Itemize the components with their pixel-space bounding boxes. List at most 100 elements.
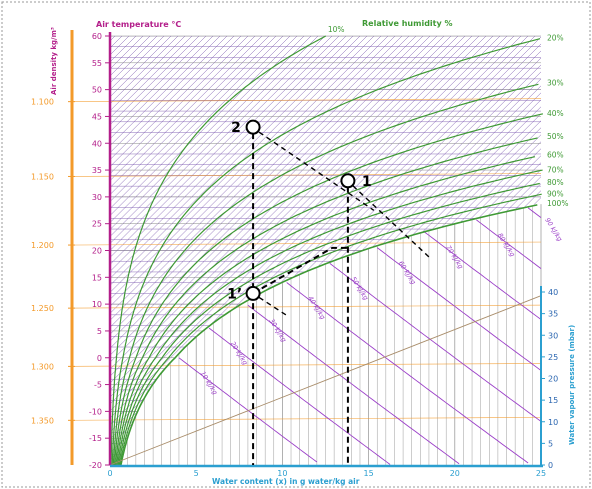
hatch-line [110,36,242,465]
temperature-tick-label: 20 [92,247,102,256]
temperature-tick-label: 40 [92,139,102,148]
vapour-pressure-tick-label: 25 [548,353,558,362]
vapour-pressure-line [109,295,542,466]
temperature-tick-label: 50 [92,86,102,95]
enthalpy-line [424,231,542,320]
water-tick-label: 25 [536,469,546,478]
temperature-tick-label: -10 [89,407,102,416]
process-line [252,246,348,295]
hatch-line [110,36,214,465]
density-line [69,304,542,309]
hatch-line [538,36,541,465]
density-tick-label: 1.300 [31,362,54,371]
hatch-line [110,36,186,465]
vapour-pressure-tick-label: 20 [548,375,558,384]
humidity-curve [113,113,544,466]
humidity-label: 80% [547,178,564,187]
density-tick-label: 1.150 [31,172,54,181]
vapour-pressure-tick-label: 15 [548,396,558,405]
hatch-line [110,36,249,465]
hatch-line [110,36,284,465]
temperature-tick-label: 0 [97,354,102,363]
density-tick-label: 1.200 [31,241,54,250]
density-line [69,98,542,102]
hatch-line [110,36,305,465]
temperature-tick-label: -5 [94,381,102,390]
enthalpy-line [286,282,529,464]
humidity-curve [120,204,538,466]
humidity-label: 100% [547,199,568,208]
enthalpy-label: 60 kJ/kg [397,260,418,286]
density-line [69,416,542,421]
humidity-label: 10% [328,25,345,34]
temperature-tick-label: 10 [92,300,102,309]
hatch-line [110,36,263,465]
humidity-label: 90% [547,189,564,198]
temperature-tick-label: 55 [92,59,102,68]
enthalpy-line [247,304,460,465]
hatch-line [110,36,200,465]
enthalpy-label: 80 kJ/kg [496,232,517,258]
water-tick-label: 10 [277,469,287,478]
temperature-tick-label: 5 [97,327,102,336]
density-tick-label: 1.250 [31,304,54,313]
state-point-label: 2 [231,120,241,136]
hatch-line [110,36,298,465]
axis-labels: Air temperature °C Relative humidity % W… [50,19,576,486]
state-point-marker [340,173,356,189]
hatch-line [110,36,277,465]
density-axis-title: Air density kg/m³ [50,27,58,95]
temperature-tick-label: -20 [89,461,102,470]
enthalpy-lines: 10 kJ/kg 20 kJ/kg 30 kJ/kg 40 kJ/kg 50 kJ/kg… [178,207,564,465]
enthalpy-label: 30 kJ/kg [267,317,288,343]
hatch-line [110,36,193,465]
temperature-tick-label: 30 [92,193,102,202]
enthalpy-label: 90 kJ/kg [543,216,564,242]
hatch-line [110,36,235,465]
enthalpy-label: 20 kJ/kg [229,340,250,366]
humidity-curve [119,193,542,466]
hatch-line [0,36,31,465]
humidity-label: 20% [547,33,564,42]
density-line [69,241,542,246]
enthalpy-trace-line [258,296,287,316]
enthalpy-line [376,247,542,371]
water-tick-label: 0 [107,469,112,478]
vapour-pressure-axis-title: Water vapour pressure (mbar) [568,325,576,445]
humidity-curves: 10% 20% 30% 40% 50% 60% 70% 80% 90%100% [110,25,568,466]
water-content-axis-title: Water content (x) in g water/kg air [212,477,360,486]
vapour-pressure-tick-label: 10 [548,418,558,427]
temperature-tick-label: -15 [89,434,102,443]
temperature-tick-label: 45 [92,112,102,121]
density-tick-label: 1.350 [31,416,54,425]
humidity-label: 60% [547,150,564,159]
humidity-curve [114,137,538,466]
humidity-curve [116,156,536,466]
enthalpy-line [527,207,542,218]
humidity-curve [111,38,541,466]
humidity-label: 50% [547,132,564,141]
enthalpy-label: 40 kJ/kg [306,295,327,321]
hatch-line [560,36,592,465]
temperature-tick-label: 35 [92,166,102,175]
enthalpy-line [178,357,318,463]
hatch-line [110,36,291,465]
state-point-marker [245,285,261,301]
density-line [69,363,542,367]
enthalpy-line [476,219,542,269]
hatch-line [110,36,207,465]
hatch-line [110,36,326,465]
humidity-curve [110,35,327,465]
vapour-pressure-line [109,295,542,466]
vapour-pressure-tick-label: 40 [548,288,558,297]
hatch-line [110,36,123,465]
temperature-tick-label: 25 [92,220,102,229]
state-point-label: 1’ [227,286,242,302]
humidity-title: Relative humidity % [362,19,453,28]
water-tick-label: 20 [450,469,460,478]
humidity-curve [118,182,540,466]
state-point-label: 1 [362,174,372,190]
humidity-curve [112,83,539,466]
process-path: 1 1’ 2 [227,119,432,465]
